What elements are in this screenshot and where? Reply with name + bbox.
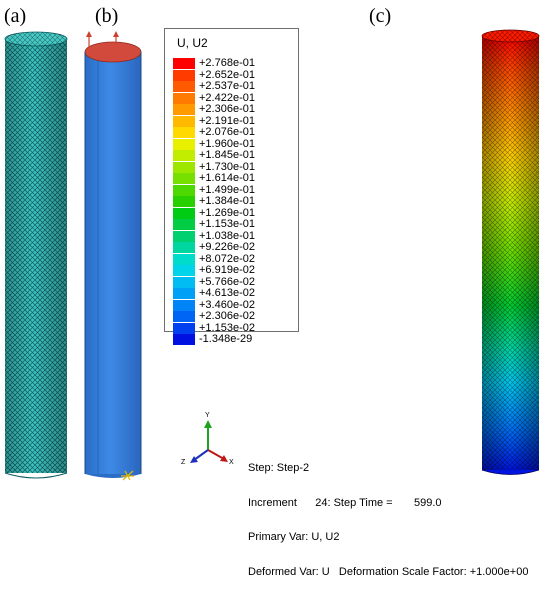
legend-row: +3.460e-02: [173, 298, 293, 311]
legend-value: +2.537e-01: [199, 80, 255, 92]
legend-value: +9.226e-02: [199, 241, 255, 253]
legend-swatch: [173, 69, 195, 81]
legend-value: +1.499e-01: [199, 183, 255, 196]
legend-swatch: [173, 230, 195, 242]
load-arrow-left: [86, 31, 92, 48]
legend-swatch: [173, 288, 195, 299]
load-arrow-right: [113, 31, 119, 44]
contour-legend: U, U2 +2.768e-01 +2.652e-01 +2.537e-01 +2.4…: [164, 28, 299, 345]
legend-value: +2.191e-01: [199, 114, 255, 127]
legend-row: +2.422e-01: [173, 91, 293, 104]
legend-swatch: [173, 92, 195, 104]
legend-row: +4.613e-02: [173, 287, 293, 299]
legend-swatch: [173, 58, 195, 69]
legend-value: +1.038e-01: [199, 229, 255, 242]
legend-swatch: [173, 161, 195, 173]
legend-row: +2.652e-01: [173, 68, 293, 81]
coordinate-triad: [190, 420, 228, 463]
legend-value: +2.076e-01: [199, 126, 255, 138]
legend-title: U, U2: [177, 36, 208, 50]
legend-row: +2.191e-01: [173, 114, 293, 127]
legend-swatch: [173, 104, 195, 115]
legend-row: +5.766e-02: [173, 275, 293, 288]
legend-value: +1.153e-01: [199, 218, 255, 230]
triad-label-x: X: [229, 459, 234, 466]
legend-swatch: [173, 207, 195, 219]
legend-swatch: [173, 311, 195, 322]
legend-row: +2.768e-01: [173, 57, 293, 69]
legend-row: +1.845e-01: [173, 149, 293, 161]
legend-swatch: [173, 276, 195, 288]
legend-row: +1.269e-01: [173, 206, 293, 219]
legend-swatch: [173, 150, 195, 161]
legend-swatch: [173, 196, 195, 207]
deformed-var-label: Deformed Var: U Deformation Scale Factor…: [248, 565, 529, 578]
legend-value: +2.768e-01: [199, 57, 255, 69]
legend-value: +3.460e-02: [199, 298, 255, 311]
legend-swatch: [173, 265, 195, 276]
mesh-cylinder-a: [4, 31, 68, 479]
step-label: Step: Step-2: [248, 462, 310, 474]
legend-swatch: [173, 138, 195, 150]
legend-value: +1.153e-02: [199, 321, 255, 334]
legend-swatch: [173, 219, 195, 230]
legend-row: +1.384e-01: [173, 195, 293, 207]
legend-value: +6.919e-02: [199, 264, 255, 276]
step-info: Step: Step-2 Increment 24: Step Time = 5…: [248, 440, 528, 590]
legend-row: +1.038e-01: [173, 229, 293, 242]
legend-value: +1.730e-01: [199, 160, 255, 173]
legend-swatch: [173, 81, 195, 92]
legend-row: +1.153e-02: [173, 321, 293, 334]
legend-row: +1.960e-01: [173, 137, 293, 150]
legend-row: +2.076e-01: [173, 126, 293, 138]
legend-swatch: [173, 115, 195, 127]
legend-value: +2.422e-01: [199, 91, 255, 104]
legend-value: +4.613e-02: [199, 287, 255, 299]
legend-value: -1.348e-29: [199, 333, 253, 345]
primary-var-label: Primary Var: U, U2: [248, 531, 340, 543]
triad-label-z: Z: [181, 459, 186, 466]
legend-swatch: [173, 334, 195, 345]
legend-row: +1.153e-01: [173, 218, 293, 230]
legend-value: +8.072e-02: [199, 252, 255, 265]
legend-swatch: [173, 322, 195, 334]
legend-swatch: [173, 127, 195, 138]
contour-cylinder-c: [481, 29, 540, 475]
legend-row: +2.306e-02: [173, 310, 293, 322]
legend-row: +1.730e-01: [173, 160, 293, 173]
legend-value: +5.766e-02: [199, 275, 255, 288]
legend-swatch: [173, 299, 195, 311]
legend-row: +6.919e-02: [173, 264, 293, 276]
legend-row: +2.306e-01: [173, 103, 293, 115]
legend-row: +2.537e-01: [173, 80, 293, 92]
increment-label: Increment 24: Step Time = 599.0: [248, 496, 442, 509]
legend-value: +2.652e-01: [199, 68, 255, 81]
legend-value: +1.269e-01: [199, 206, 255, 219]
legend-swatch: [173, 242, 195, 253]
legend-row: -1.348e-29: [173, 333, 293, 345]
legend-row: +1.499e-01: [173, 183, 293, 196]
panel-label-b: (b): [95, 5, 119, 27]
legend-value: +1.384e-01: [199, 195, 255, 207]
legend-swatch: [173, 184, 195, 196]
legend-row: +1.614e-01: [173, 172, 293, 184]
legend-value: +2.306e-02: [199, 310, 255, 322]
legend-value: +2.306e-01: [199, 103, 255, 115]
legend-swatch: [173, 253, 195, 265]
legend-value: +1.845e-01: [199, 149, 255, 161]
bc-cylinder-b: [84, 41, 142, 478]
legend-row: +8.072e-02: [173, 252, 293, 265]
legend-value: +1.960e-01: [199, 137, 255, 150]
model-viewport[interactable]: [0, 0, 550, 490]
triad-label-y: Y: [205, 412, 210, 419]
legend-value: +1.614e-01: [199, 172, 255, 184]
panel-label-c: (c): [369, 5, 392, 27]
legend-row: +9.226e-02: [173, 241, 293, 253]
legend-swatch: [173, 173, 195, 184]
panel-label-a: (a): [4, 5, 27, 27]
support-marker-icon: [121, 470, 134, 481]
